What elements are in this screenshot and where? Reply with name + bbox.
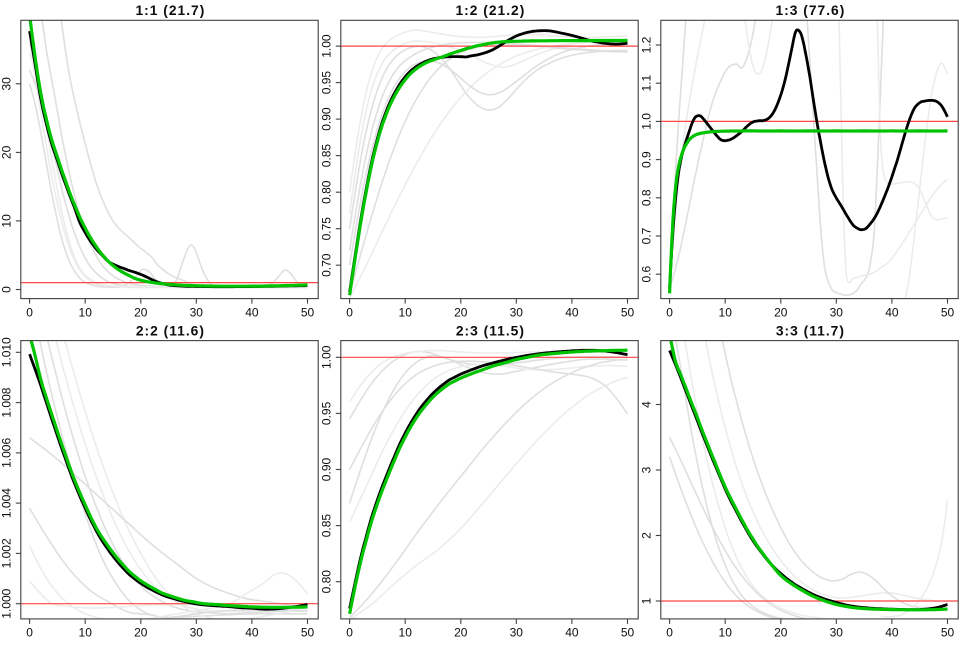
svg-text:0.90: 0.90 (320, 457, 334, 481)
svg-text:0: 0 (666, 626, 673, 640)
svg-text:1:2 (21.2): 1:2 (21.2) (455, 3, 525, 18)
svg-text:2:3 (11.5): 2:3 (11.5) (456, 323, 525, 338)
svg-text:50: 50 (621, 626, 635, 640)
svg-text:0.7: 0.7 (640, 227, 654, 244)
svg-text:0.95: 0.95 (320, 71, 334, 95)
svg-text:10: 10 (399, 305, 413, 319)
svg-text:2: 2 (640, 532, 654, 539)
svg-text:50: 50 (301, 305, 315, 319)
svg-text:50: 50 (941, 305, 955, 319)
svg-text:20: 20 (454, 305, 468, 319)
svg-text:10: 10 (79, 626, 93, 640)
svg-text:40: 40 (885, 305, 899, 319)
svg-text:30: 30 (0, 77, 14, 91)
svg-text:40: 40 (885, 626, 899, 640)
svg-text:1:1 (21.7): 1:1 (21.7) (135, 3, 205, 18)
svg-text:2:2 (11.6): 2:2 (11.6) (136, 323, 205, 338)
svg-text:30: 30 (510, 305, 524, 319)
svg-text:10: 10 (399, 626, 413, 640)
svg-text:40: 40 (245, 626, 259, 640)
svg-text:1: 1 (640, 597, 654, 604)
svg-text:20: 20 (134, 305, 148, 319)
svg-text:20: 20 (454, 626, 468, 640)
svg-text:50: 50 (301, 626, 315, 640)
svg-text:30: 30 (510, 626, 524, 640)
svg-text:1.002: 1.002 (0, 538, 14, 568)
svg-text:1.2: 1.2 (640, 36, 654, 53)
svg-text:40: 40 (565, 305, 579, 319)
svg-text:0: 0 (0, 286, 14, 293)
svg-text:1.004: 1.004 (0, 488, 14, 518)
svg-text:4: 4 (640, 401, 654, 408)
svg-text:0.75: 0.75 (320, 217, 334, 241)
svg-text:40: 40 (245, 305, 259, 319)
svg-text:20: 20 (774, 626, 788, 640)
svg-text:0.8: 0.8 (640, 189, 654, 206)
svg-text:0: 0 (26, 626, 33, 640)
svg-text:1.00: 1.00 (320, 34, 334, 58)
svg-text:0.95: 0.95 (320, 401, 334, 425)
svg-text:0: 0 (666, 305, 673, 319)
svg-text:0.6: 0.6 (640, 266, 654, 283)
svg-text:1.000: 1.000 (0, 588, 14, 618)
svg-text:0.70: 0.70 (320, 253, 334, 277)
svg-text:20: 20 (134, 626, 148, 640)
svg-text:0.80: 0.80 (320, 180, 334, 204)
svg-text:20: 20 (774, 305, 788, 319)
svg-text:0.80: 0.80 (320, 570, 334, 594)
svg-text:50: 50 (621, 305, 635, 319)
svg-text:30: 30 (830, 305, 844, 319)
svg-text:0: 0 (26, 305, 33, 319)
svg-text:30: 30 (190, 626, 204, 640)
svg-text:40: 40 (565, 626, 579, 640)
svg-text:30: 30 (830, 626, 844, 640)
svg-text:10: 10 (719, 626, 733, 640)
svg-text:1.1: 1.1 (640, 75, 654, 92)
svg-text:50: 50 (941, 626, 955, 640)
svg-text:0: 0 (346, 305, 353, 319)
svg-text:1.006: 1.006 (0, 438, 14, 468)
svg-text:0.85: 0.85 (320, 144, 334, 168)
svg-text:0.90: 0.90 (320, 107, 334, 131)
svg-text:1:3 (77.6): 1:3 (77.6) (775, 3, 845, 18)
svg-text:3: 3 (640, 466, 654, 473)
svg-text:20: 20 (0, 145, 14, 159)
svg-text:0.9: 0.9 (640, 151, 654, 168)
svg-text:30: 30 (190, 305, 204, 319)
svg-text:1.008: 1.008 (0, 387, 14, 417)
svg-text:10: 10 (719, 305, 733, 319)
svg-text:0: 0 (346, 626, 353, 640)
svg-text:1.0: 1.0 (640, 113, 654, 130)
svg-text:3:3 (11.7): 3:3 (11.7) (776, 323, 845, 338)
svg-text:10: 10 (79, 305, 93, 319)
svg-text:0.85: 0.85 (320, 514, 334, 538)
svg-text:1.00: 1.00 (320, 345, 334, 369)
svg-text:10: 10 (0, 214, 14, 228)
svg-text:1.010: 1.010 (0, 337, 14, 367)
